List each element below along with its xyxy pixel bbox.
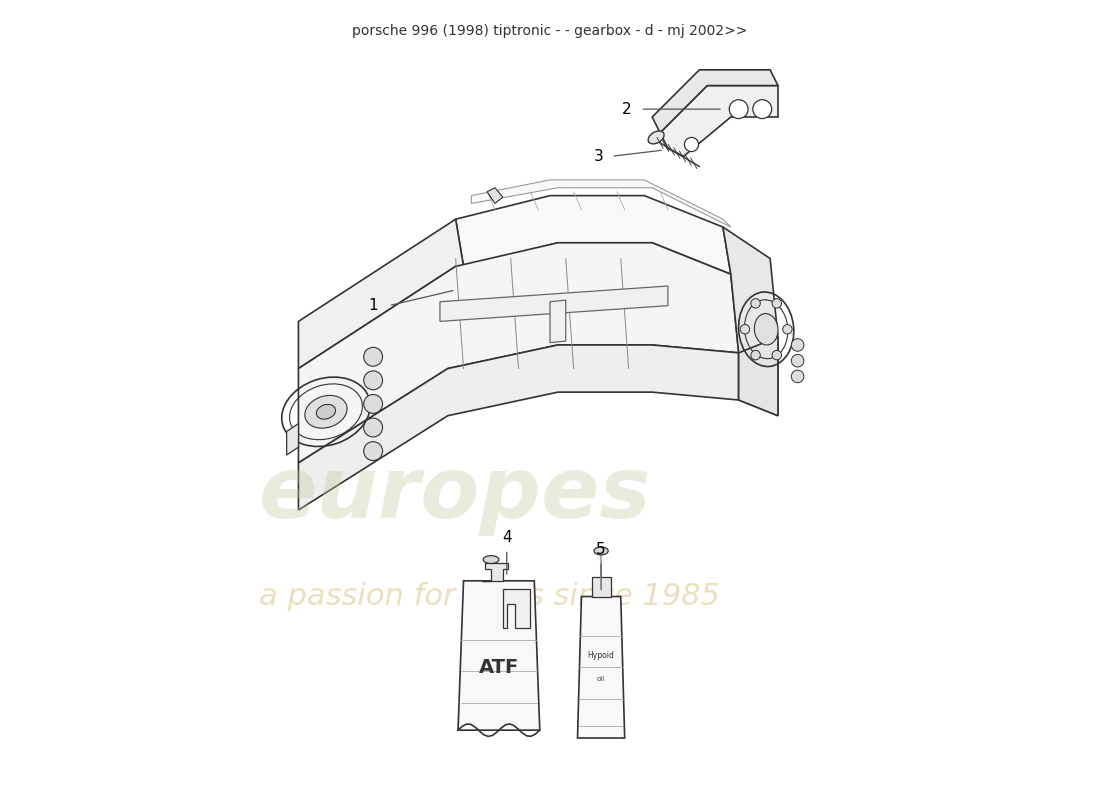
Circle shape — [783, 325, 792, 334]
Polygon shape — [287, 423, 298, 455]
Polygon shape — [472, 180, 730, 227]
Circle shape — [751, 298, 760, 308]
Ellipse shape — [305, 395, 348, 428]
Polygon shape — [578, 597, 625, 738]
Circle shape — [364, 442, 383, 461]
Text: 5: 5 — [596, 542, 606, 557]
Polygon shape — [298, 219, 463, 369]
Circle shape — [729, 100, 748, 118]
Polygon shape — [458, 581, 540, 730]
Text: ATF: ATF — [478, 658, 519, 677]
Polygon shape — [660, 86, 778, 156]
Polygon shape — [503, 589, 530, 628]
Circle shape — [791, 354, 804, 367]
Circle shape — [791, 370, 804, 382]
Circle shape — [751, 350, 760, 360]
Polygon shape — [550, 300, 565, 342]
Text: 3: 3 — [594, 149, 604, 164]
Circle shape — [364, 418, 383, 437]
Text: oil: oil — [597, 676, 605, 682]
Ellipse shape — [755, 314, 778, 345]
Circle shape — [752, 100, 772, 118]
Ellipse shape — [594, 547, 608, 555]
Polygon shape — [723, 227, 778, 416]
Ellipse shape — [483, 556, 499, 563]
Text: 2: 2 — [623, 102, 631, 117]
Circle shape — [772, 298, 781, 308]
Polygon shape — [592, 577, 611, 597]
Text: europes: europes — [260, 453, 652, 536]
Circle shape — [364, 371, 383, 390]
Polygon shape — [652, 70, 778, 133]
Polygon shape — [482, 562, 508, 581]
Polygon shape — [298, 345, 739, 510]
Text: Hypoid: Hypoid — [587, 651, 615, 660]
Polygon shape — [487, 188, 503, 203]
Circle shape — [364, 347, 383, 366]
Polygon shape — [455, 196, 730, 274]
Circle shape — [772, 350, 781, 360]
Polygon shape — [298, 242, 739, 463]
Text: 4: 4 — [502, 530, 512, 545]
Text: porsche 996 (1998) tiptronic - - gearbox - d - mj 2002>>: porsche 996 (1998) tiptronic - - gearbox… — [352, 24, 748, 38]
Circle shape — [740, 325, 750, 334]
Ellipse shape — [648, 131, 664, 144]
Polygon shape — [440, 286, 668, 322]
Circle shape — [791, 338, 804, 351]
Ellipse shape — [317, 405, 336, 419]
Circle shape — [684, 138, 699, 151]
Text: a passion for parts since 1985: a passion for parts since 1985 — [260, 582, 720, 611]
Circle shape — [364, 394, 383, 414]
Polygon shape — [739, 337, 778, 416]
Text: 1: 1 — [368, 298, 378, 313]
